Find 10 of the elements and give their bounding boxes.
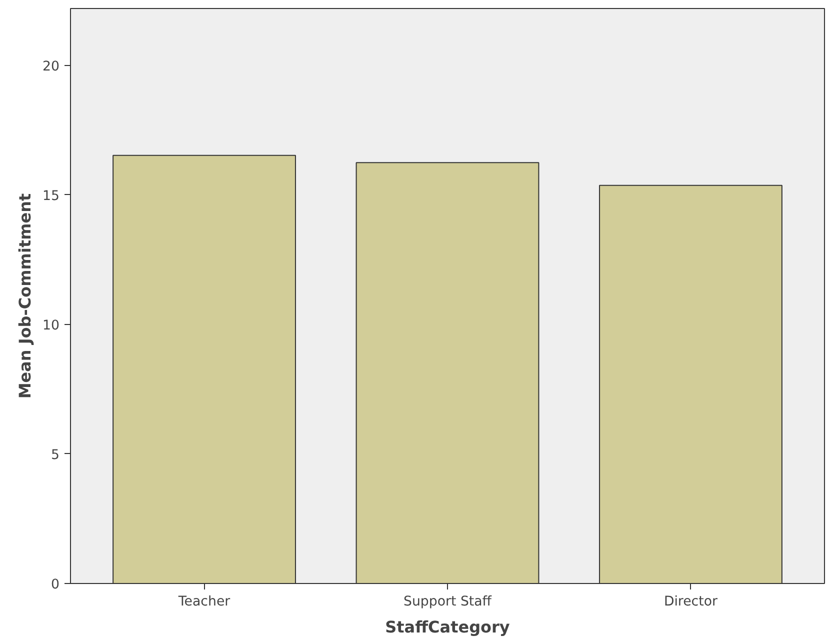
y-axis-title: Mean Job-Commitment	[16, 192, 35, 399]
x-tick-label: Director	[664, 594, 718, 610]
y-tick-label: 5	[51, 448, 60, 463]
x-tick-label: Support Staff	[404, 594, 492, 610]
x-axis-title: StaffCategory	[385, 618, 510, 636]
y-tick-label: 0	[51, 578, 60, 592]
y-tick-label: 10	[42, 318, 60, 334]
y-tick-label: 15	[42, 188, 60, 204]
x-tick-label: Teacher	[177, 594, 231, 610]
y-tick-label: 20	[42, 59, 60, 74]
